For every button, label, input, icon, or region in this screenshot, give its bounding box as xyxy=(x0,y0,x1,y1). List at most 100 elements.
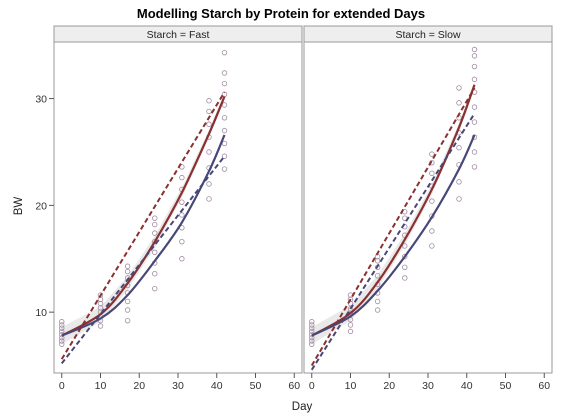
x-tick-label: 30 xyxy=(172,380,184,392)
data-point xyxy=(471,76,478,83)
dashed-fit-line-red xyxy=(60,91,226,360)
y-tick-label: 30 xyxy=(35,94,47,106)
data-point xyxy=(429,198,435,204)
fitted-curve-blue xyxy=(311,134,476,337)
data-point xyxy=(152,230,158,236)
x-tick-label: 40 xyxy=(461,380,473,392)
confidence-band xyxy=(61,93,225,345)
fitted-curve-red xyxy=(311,84,476,337)
data-point xyxy=(471,63,478,70)
data-point xyxy=(309,341,315,347)
x-tick-label: 40 xyxy=(211,380,223,392)
data-point xyxy=(402,253,408,260)
data-point xyxy=(456,100,462,106)
data-point xyxy=(206,149,212,155)
panel-1: Starch = Fast 0 10 20 30 40 50 60 10 20 30 xyxy=(35,25,303,392)
data-point xyxy=(309,325,315,331)
data-point xyxy=(309,338,315,344)
data-point xyxy=(471,104,478,110)
chart-title: Modelling Starch by Protein for extended… xyxy=(137,6,425,21)
data-point xyxy=(429,170,435,177)
data-point xyxy=(374,273,381,279)
data-point xyxy=(347,306,354,312)
dashed-fit-line-red xyxy=(310,87,476,367)
dashed-fit-line-blue xyxy=(60,155,226,365)
data-point xyxy=(152,221,158,228)
data-point xyxy=(206,181,212,187)
data-point xyxy=(471,149,478,155)
data-point xyxy=(221,153,228,159)
data-point xyxy=(309,328,315,335)
data-point xyxy=(206,121,212,127)
dashed-fit-line-blue xyxy=(310,113,476,371)
data-point xyxy=(152,271,158,277)
data-point xyxy=(59,341,65,347)
data-point xyxy=(471,53,478,59)
x-tick-label: 60 xyxy=(538,380,550,392)
fitted-curve-blue xyxy=(61,134,226,337)
panel-2: Starch = Slow 0 10 20 30 40 50 60 xyxy=(303,25,553,392)
data-point xyxy=(429,243,435,249)
data-point xyxy=(309,322,315,328)
data-point xyxy=(456,145,462,151)
y-tick-label: 10 xyxy=(35,307,47,319)
data-point xyxy=(152,285,158,292)
data-point xyxy=(124,307,131,313)
data-point xyxy=(429,228,435,234)
data-point xyxy=(402,243,408,249)
data-point xyxy=(402,275,408,281)
x-tick-label: 0 xyxy=(309,380,315,392)
data-point xyxy=(179,199,185,205)
data-point xyxy=(152,249,158,256)
panel-strip-label: Starch = Slow xyxy=(395,29,460,41)
data-point xyxy=(59,328,65,335)
data-point xyxy=(471,164,478,170)
data-point xyxy=(471,134,478,140)
x-tick-label: 50 xyxy=(250,380,262,392)
x-axis-label: Day xyxy=(292,401,313,413)
data-point xyxy=(206,108,212,115)
data-point xyxy=(124,317,131,324)
x-tick-label: 0 xyxy=(59,380,65,392)
data-point xyxy=(374,307,381,313)
data-point xyxy=(347,328,354,335)
data-point xyxy=(179,238,185,245)
data-point xyxy=(124,268,131,275)
data-point xyxy=(179,256,185,262)
data-point xyxy=(59,322,65,328)
data-point xyxy=(429,151,435,157)
data-point xyxy=(124,298,131,305)
y-tick-label: 20 xyxy=(35,200,47,212)
data-point xyxy=(456,196,462,202)
data-point xyxy=(97,323,104,329)
data-point xyxy=(221,166,228,172)
x-tick-label: 60 xyxy=(288,380,300,392)
data-point xyxy=(59,338,65,344)
data-point xyxy=(152,215,158,221)
data-point xyxy=(206,98,212,104)
data-point xyxy=(221,127,228,134)
x-tick-label: 10 xyxy=(95,380,107,392)
data-point xyxy=(221,49,228,56)
data-point xyxy=(179,212,185,218)
data-point xyxy=(471,119,478,125)
data-point xyxy=(124,263,131,269)
x-tick-label: 20 xyxy=(133,380,145,392)
x-tick-label: 10 xyxy=(345,380,357,392)
panel-strip-label: Starch = Fast xyxy=(147,29,210,41)
data-point xyxy=(221,115,228,121)
data-point xyxy=(59,325,65,331)
x-tick-label: 30 xyxy=(422,380,434,392)
data-point xyxy=(456,85,462,91)
y-axis-label: BW xyxy=(13,197,25,216)
data-point xyxy=(221,80,228,87)
fitted-curve-red xyxy=(61,96,226,337)
data-point xyxy=(179,174,185,181)
data-point xyxy=(206,196,212,202)
data-point xyxy=(456,179,462,185)
data-point xyxy=(374,298,381,305)
data-point xyxy=(402,264,408,270)
x-tick-label: 50 xyxy=(500,380,512,392)
